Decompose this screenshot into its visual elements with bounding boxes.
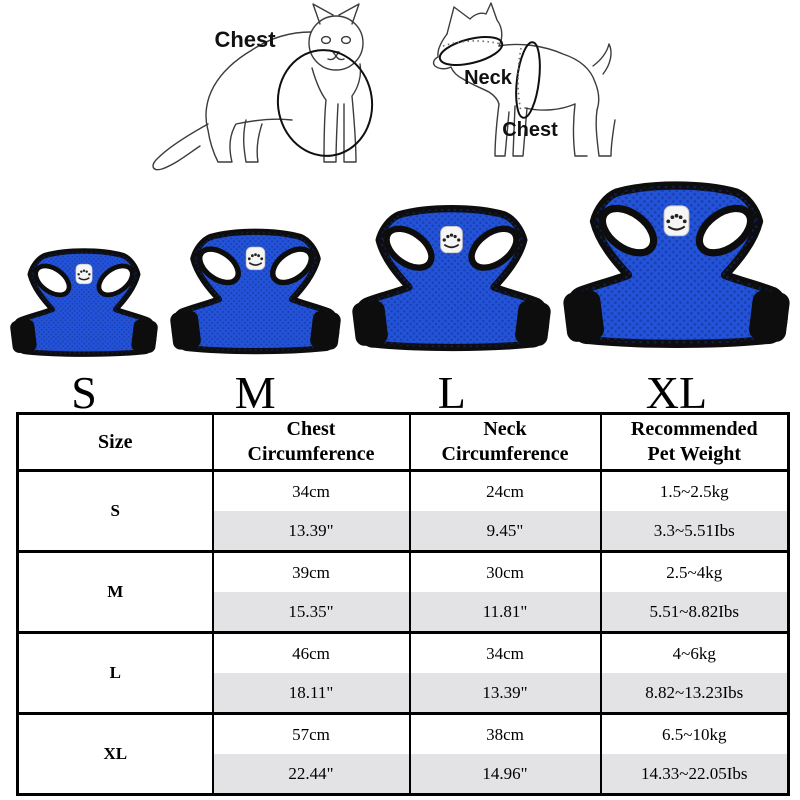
table-row-s-imperial: 13.39" 9.45" 3.3~5.51Ibs [18,511,789,552]
harness-image-xl [563,178,790,374]
neck-in-cell: 9.45" [408,511,601,552]
neck-cm-cell: 34cm [408,631,601,673]
table-row-m-imperial: 15.35" 11.81" 5.51~8.82Ibs [18,592,789,633]
table-row-m-metric: M 39cm 30cm 2.5~4kg [16,550,789,633]
size-cell: L [16,631,213,714]
weight-lb-cell: 3.3~5.51Ibs [599,511,789,552]
neck-in-cell: 11.81" [408,592,601,633]
dog-neck-ring [438,36,504,66]
harness-image-m [170,226,341,374]
cat-chest-label: Chest [214,27,276,52]
table-row-l-imperial: 18.11" 13.39" 8.82~13.23Ibs [18,673,789,714]
weight-lb-cell: 8.82~13.23Ibs [599,673,789,714]
cat-line-drawing [152,3,364,171]
chest-in-cell: 22.44" [211,754,410,795]
weight-kg-cell: 4~6kg [599,631,789,673]
header-recommended-pet-weight: Recommended Pet Weight [599,413,789,472]
size-label-m: M [234,367,276,418]
table-row-l-metric: L 46cm 34cm 4~6kg [16,631,789,714]
header-neck-circumference: Neck Circumference [408,413,601,472]
neck-cm-cell: 38cm [408,712,601,754]
dog-chest-hidden-line [517,47,522,113]
chest-cm-cell: 57cm [211,712,410,754]
cat-measurement-diagram: Chest [152,3,374,171]
table-header-row: Size Chest Circumference Neck Circumfere… [16,413,789,472]
size-chart-table: Size Chest Circumference Neck Circumfere… [16,412,790,796]
chest-in-cell: 15.35" [211,592,410,633]
dog-measurement-diagram: Neck Chest [432,2,616,157]
dog-line-drawing [432,2,616,157]
size-label-s: S [71,367,97,418]
chest-in-cell: 18.11" [211,673,410,714]
size-label-l: L [437,367,466,418]
chest-in-cell: 13.39" [211,511,410,552]
neck-in-cell: 13.39" [408,673,601,714]
size-cell: M [16,550,213,633]
harness-image-l [352,202,551,374]
weight-kg-cell: 1.5~2.5kg [599,469,789,511]
dog-neck-label: Neck [464,67,513,89]
harness-image-s [10,246,158,374]
weight-lb-cell: 5.51~8.82Ibs [599,592,789,633]
weight-kg-cell: 2.5~4kg [599,550,789,592]
neck-cm-cell: 30cm [408,550,601,592]
dog-chest-ring [515,41,541,119]
table-row-xl-metric: XL 57cm 38cm 6.5~10kg [16,712,789,795]
header-chest-circumference: Chest Circumference [211,413,410,472]
weight-kg-cell: 6.5~10kg [599,712,789,754]
harness-column-m: M [170,226,341,418]
chest-cm-cell: 39cm [211,550,410,592]
table-row-xl-imperial: 22.44" 14.96" 14.33~22.05Ibs [18,754,789,795]
chest-cm-cell: 34cm [211,469,410,511]
header-size: Size [16,413,213,472]
weight-lb-cell: 14.33~22.05Ibs [599,754,789,795]
harness-size-lineup: S M L XL [0,176,800,418]
neck-in-cell: 14.96" [408,754,601,795]
neck-cm-cell: 24cm [408,469,601,511]
cat-chest-ring [276,49,374,157]
dog-chest-label: Chest [502,119,558,141]
size-label-xl: XL [645,367,708,418]
size-cell: XL [16,712,213,795]
size-cell: S [16,469,213,552]
harness-column-l: L [352,202,551,418]
table-row-s-metric: S 34cm 24cm 1.5~2.5kg [16,469,789,552]
harness-column-xl: XL [563,178,790,418]
harness-column-s: S [10,246,158,418]
chest-cm-cell: 46cm [211,631,410,673]
